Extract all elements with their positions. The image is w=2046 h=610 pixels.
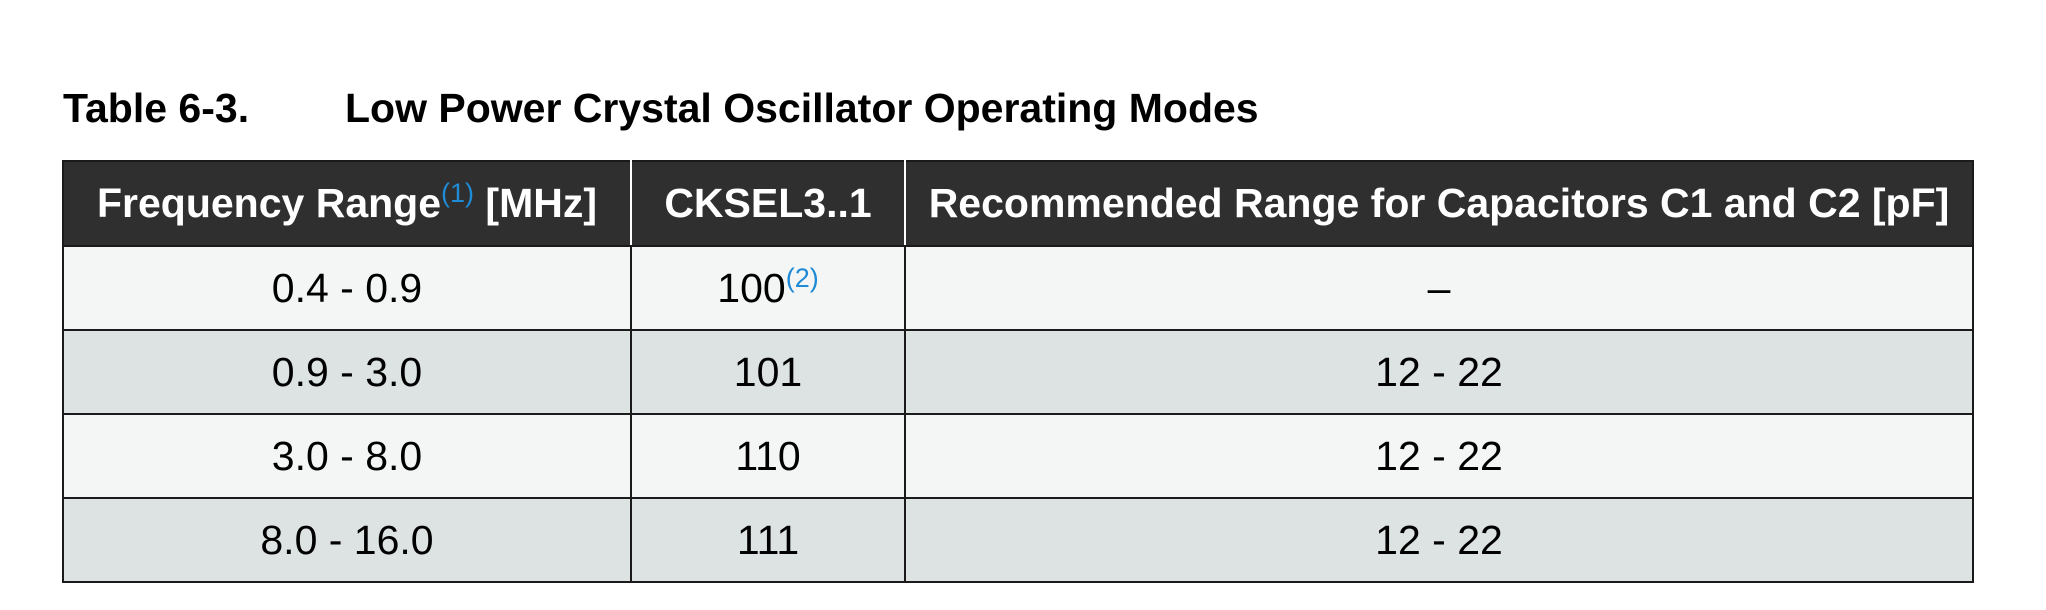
table-title: Low Power Crystal Oscillator Operating M… xyxy=(345,85,1259,131)
cell-capacitors: 12 - 22 xyxy=(904,497,1974,583)
cell-cksel: 100(2) xyxy=(630,245,906,331)
cell-cksel: 101 xyxy=(630,329,906,415)
cell-frequency: 8.0 - 16.0 xyxy=(62,497,632,583)
cksel-value: 100 xyxy=(717,264,786,311)
header-label: Recommended Range for Capacitors C1 and … xyxy=(928,180,1950,226)
cell-capacitors: – xyxy=(904,245,1974,331)
table-row: 3.0 - 8.0 110 12 - 22 xyxy=(62,413,1974,499)
header-frequency-range: Frequency Range(1) [MHz] xyxy=(62,160,632,247)
table-row: 0.4 - 0.9 100(2) – xyxy=(62,245,1974,331)
cell-cksel: 110 xyxy=(630,413,906,499)
header-label: Frequency Range xyxy=(96,180,442,226)
header-cksel: CKSEL3..1 xyxy=(630,160,906,247)
footnote-ref-2[interactable]: (2) xyxy=(785,262,819,293)
header-capacitor-range: Recommended Range for Capacitors C1 and … xyxy=(904,160,1974,247)
cell-frequency: 0.4 - 0.9 xyxy=(62,245,632,331)
table-row: 0.9 - 3.0 101 12 - 22 xyxy=(62,329,1974,415)
oscillator-modes-table: Frequency Range(1) [MHz] CKSEL3..1 Recom… xyxy=(62,160,1974,583)
cell-cksel: 111 xyxy=(630,497,906,583)
cell-frequency: 0.9 - 3.0 xyxy=(62,329,632,415)
table-caption: Table 6-3. Low Power Crystal Oscillator O… xyxy=(63,83,1259,133)
table-row: 8.0 - 16.0 111 12 - 22 xyxy=(62,497,1974,583)
footnote-ref-1[interactable]: (1) xyxy=(441,178,475,208)
header-unit: [MHz] xyxy=(474,180,597,226)
cell-frequency: 3.0 - 8.0 xyxy=(62,413,632,499)
table-number: Table 6-3. xyxy=(63,85,250,131)
header-row: Frequency Range(1) [MHz] CKSEL3..1 Recom… xyxy=(62,160,1974,247)
cell-capacitors: 12 - 22 xyxy=(904,413,1974,499)
header-label: CKSEL3..1 xyxy=(664,180,872,226)
cell-capacitors: 12 - 22 xyxy=(904,329,1974,415)
